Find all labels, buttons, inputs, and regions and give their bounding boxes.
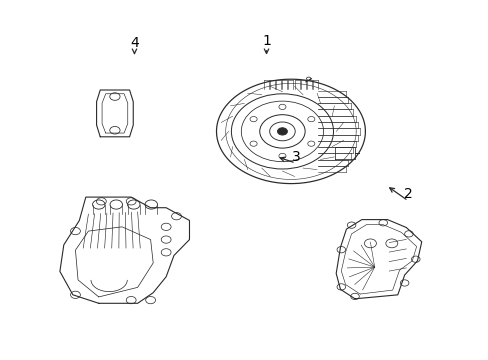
Text: 1: 1 [262, 35, 270, 48]
Text: 3: 3 [291, 150, 300, 163]
Text: 2: 2 [403, 188, 412, 201]
Ellipse shape [277, 128, 287, 135]
Text: 4: 4 [130, 36, 139, 50]
